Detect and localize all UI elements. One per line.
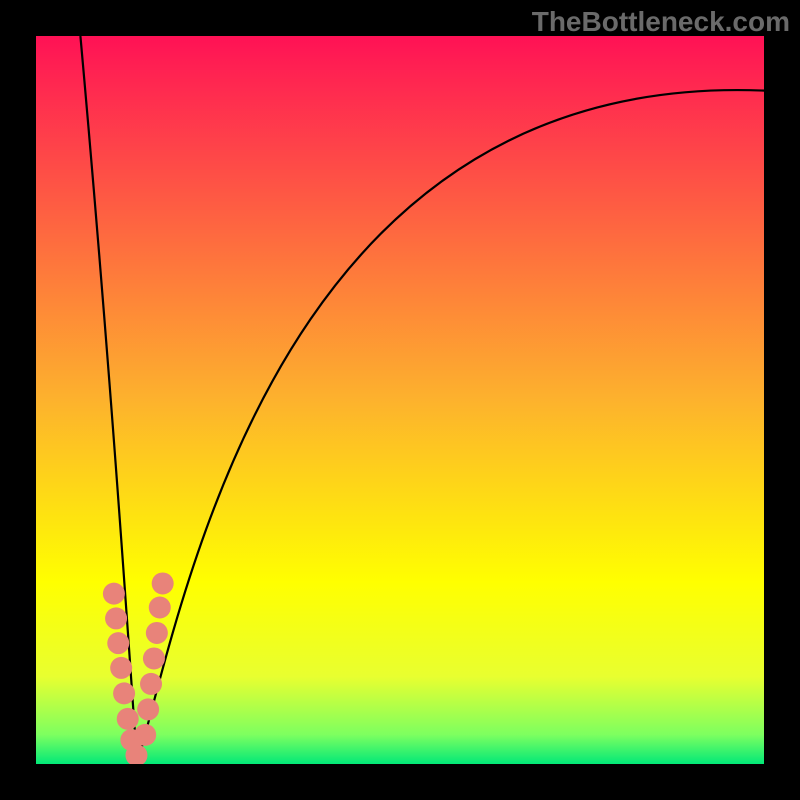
gradient-band [36, 400, 764, 583]
data-marker [103, 583, 125, 605]
data-marker [125, 744, 147, 766]
data-marker [152, 572, 174, 594]
data-marker [107, 632, 129, 654]
gradient-band [36, 36, 764, 58]
data-marker [117, 708, 139, 730]
data-marker [146, 622, 168, 644]
data-marker [137, 698, 159, 720]
data-marker [149, 596, 171, 618]
gradient-band [36, 58, 764, 401]
data-marker [143, 647, 165, 669]
data-marker [134, 724, 156, 746]
data-marker [140, 673, 162, 695]
data-marker [113, 682, 135, 704]
attribution-text: TheBottleneck.com [532, 6, 790, 38]
bottleneck-chart [0, 0, 800, 800]
data-marker [105, 607, 127, 629]
chart-container: TheBottleneck.com [0, 0, 800, 800]
data-marker [110, 657, 132, 679]
